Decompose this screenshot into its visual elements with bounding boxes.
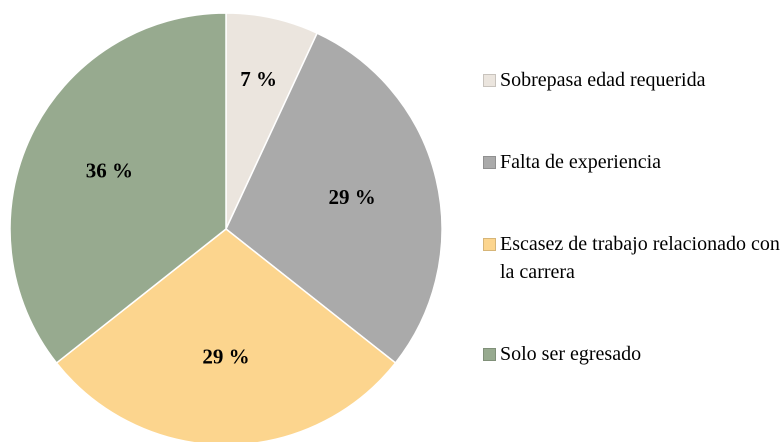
data-label: 36 %: [86, 158, 133, 182]
legend-swatch: [483, 348, 496, 361]
pie-chart: 7 % 29 % 29 % 36 %: [9, 12, 443, 442]
legend-label: Falta de experiencia: [500, 151, 662, 173]
pie-slice: [225, 32, 443, 364]
legend: Sobrepasa edad requerida Falta de experie…: [483, 66, 780, 422]
pie-slice: [9, 12, 227, 364]
legend-item: Falta de experiencia: [483, 148, 780, 176]
legend-label: Escasez de trabajo relacionado con la ca…: [500, 233, 780, 283]
data-label: 29 %: [202, 344, 249, 368]
legend-swatch: [483, 238, 496, 251]
legend-label: Sobrepasa edad requerida: [500, 69, 706, 91]
data-label: 29 %: [328, 185, 375, 209]
pie-slice: [55, 228, 397, 442]
legend-swatch: [483, 156, 496, 169]
legend-item: Solo ser egresado: [483, 340, 780, 368]
data-label: 7 %: [240, 67, 277, 91]
legend-item: Escasez de trabajo relacionado con la ca…: [483, 230, 780, 286]
legend-label: Solo ser egresado: [500, 343, 642, 365]
legend-swatch: [483, 74, 496, 87]
legend-item: Sobrepasa edad requerida: [483, 66, 780, 94]
